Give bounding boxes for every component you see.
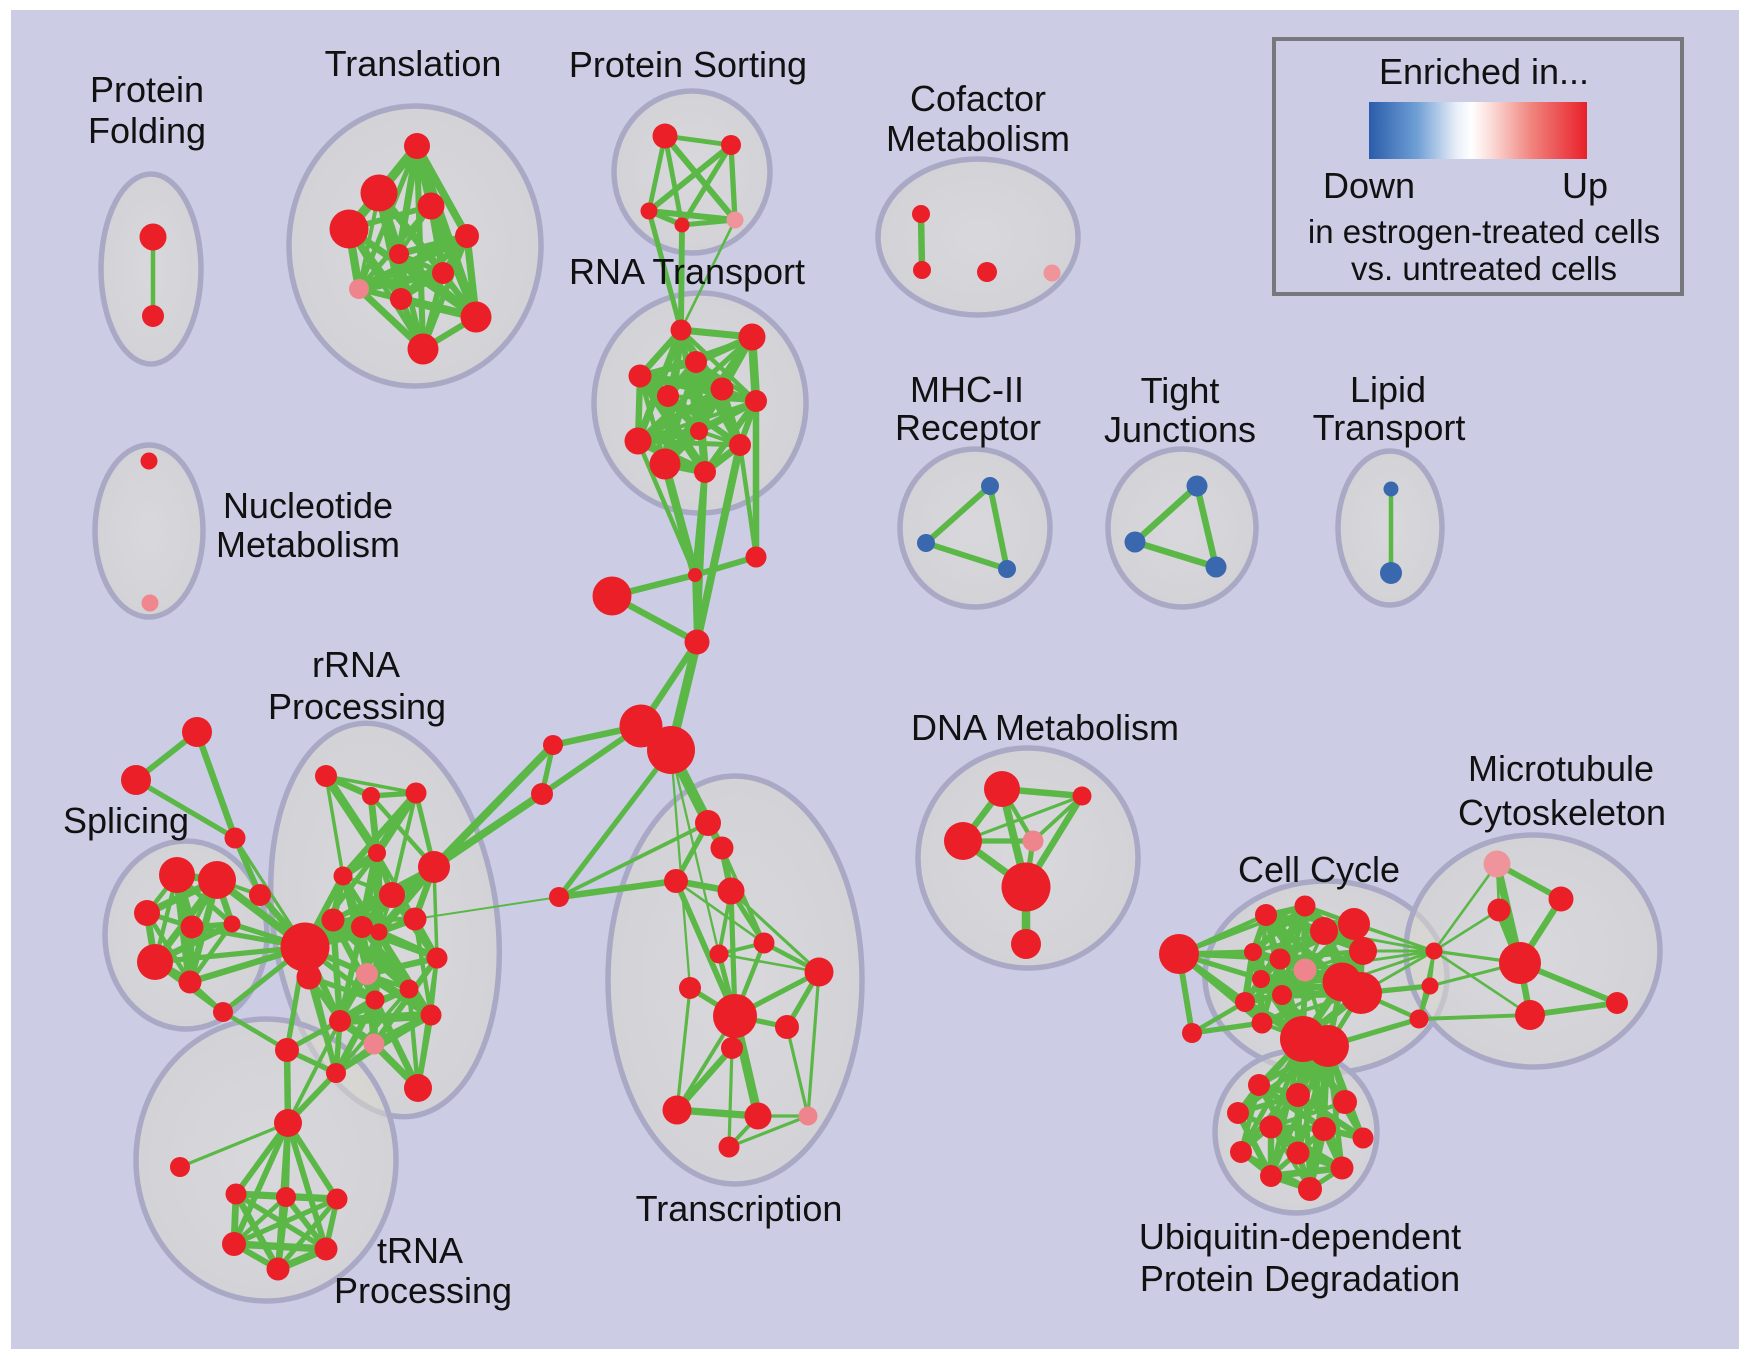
svg-text:Microtubule: Microtubule bbox=[1468, 748, 1654, 789]
svg-text:Protein: Protein bbox=[90, 69, 204, 110]
svg-text:Folding: Folding bbox=[88, 110, 206, 151]
svg-text:RNA Transport: RNA Transport bbox=[569, 251, 805, 292]
svg-text:Translation: Translation bbox=[325, 43, 502, 84]
svg-text:Cofactor: Cofactor bbox=[910, 78, 1046, 119]
svg-text:tRNA: tRNA bbox=[377, 1230, 463, 1271]
svg-text:rRNA: rRNA bbox=[312, 644, 400, 685]
svg-text:Nucleotide: Nucleotide bbox=[223, 485, 393, 526]
svg-text:Metabolism: Metabolism bbox=[886, 118, 1070, 159]
svg-text:Ubiquitin-dependent: Ubiquitin-dependent bbox=[1139, 1216, 1461, 1257]
svg-text:Metabolism: Metabolism bbox=[216, 524, 400, 565]
svg-text:Cell Cycle: Cell Cycle bbox=[1238, 849, 1400, 890]
svg-text:in estrogen-treated cells: in estrogen-treated cells bbox=[1308, 213, 1660, 250]
svg-text:Processing: Processing bbox=[268, 686, 446, 727]
svg-text:MHC-II: MHC-II bbox=[910, 369, 1024, 410]
svg-text:Enriched in...: Enriched in... bbox=[1379, 51, 1589, 92]
svg-text:Receptor: Receptor bbox=[895, 407, 1041, 448]
svg-text:Lipid: Lipid bbox=[1350, 369, 1426, 410]
svg-text:Splicing: Splicing bbox=[63, 800, 189, 841]
svg-text:Cytoskeleton: Cytoskeleton bbox=[1458, 792, 1666, 833]
svg-text:Up: Up bbox=[1562, 165, 1608, 206]
svg-text:Transcription: Transcription bbox=[636, 1188, 843, 1229]
svg-text:Protein Degradation: Protein Degradation bbox=[1140, 1258, 1460, 1299]
svg-text:Down: Down bbox=[1323, 165, 1415, 206]
svg-text:Processing: Processing bbox=[334, 1270, 512, 1311]
svg-text:Tight: Tight bbox=[1141, 370, 1220, 411]
svg-text:Transport: Transport bbox=[1313, 407, 1466, 448]
svg-text:Junctions: Junctions bbox=[1104, 409, 1256, 450]
svg-text:vs. untreated cells: vs. untreated cells bbox=[1351, 250, 1617, 287]
svg-text:Protein Sorting: Protein Sorting bbox=[569, 44, 807, 85]
svg-text:DNA Metabolism: DNA Metabolism bbox=[911, 707, 1179, 748]
